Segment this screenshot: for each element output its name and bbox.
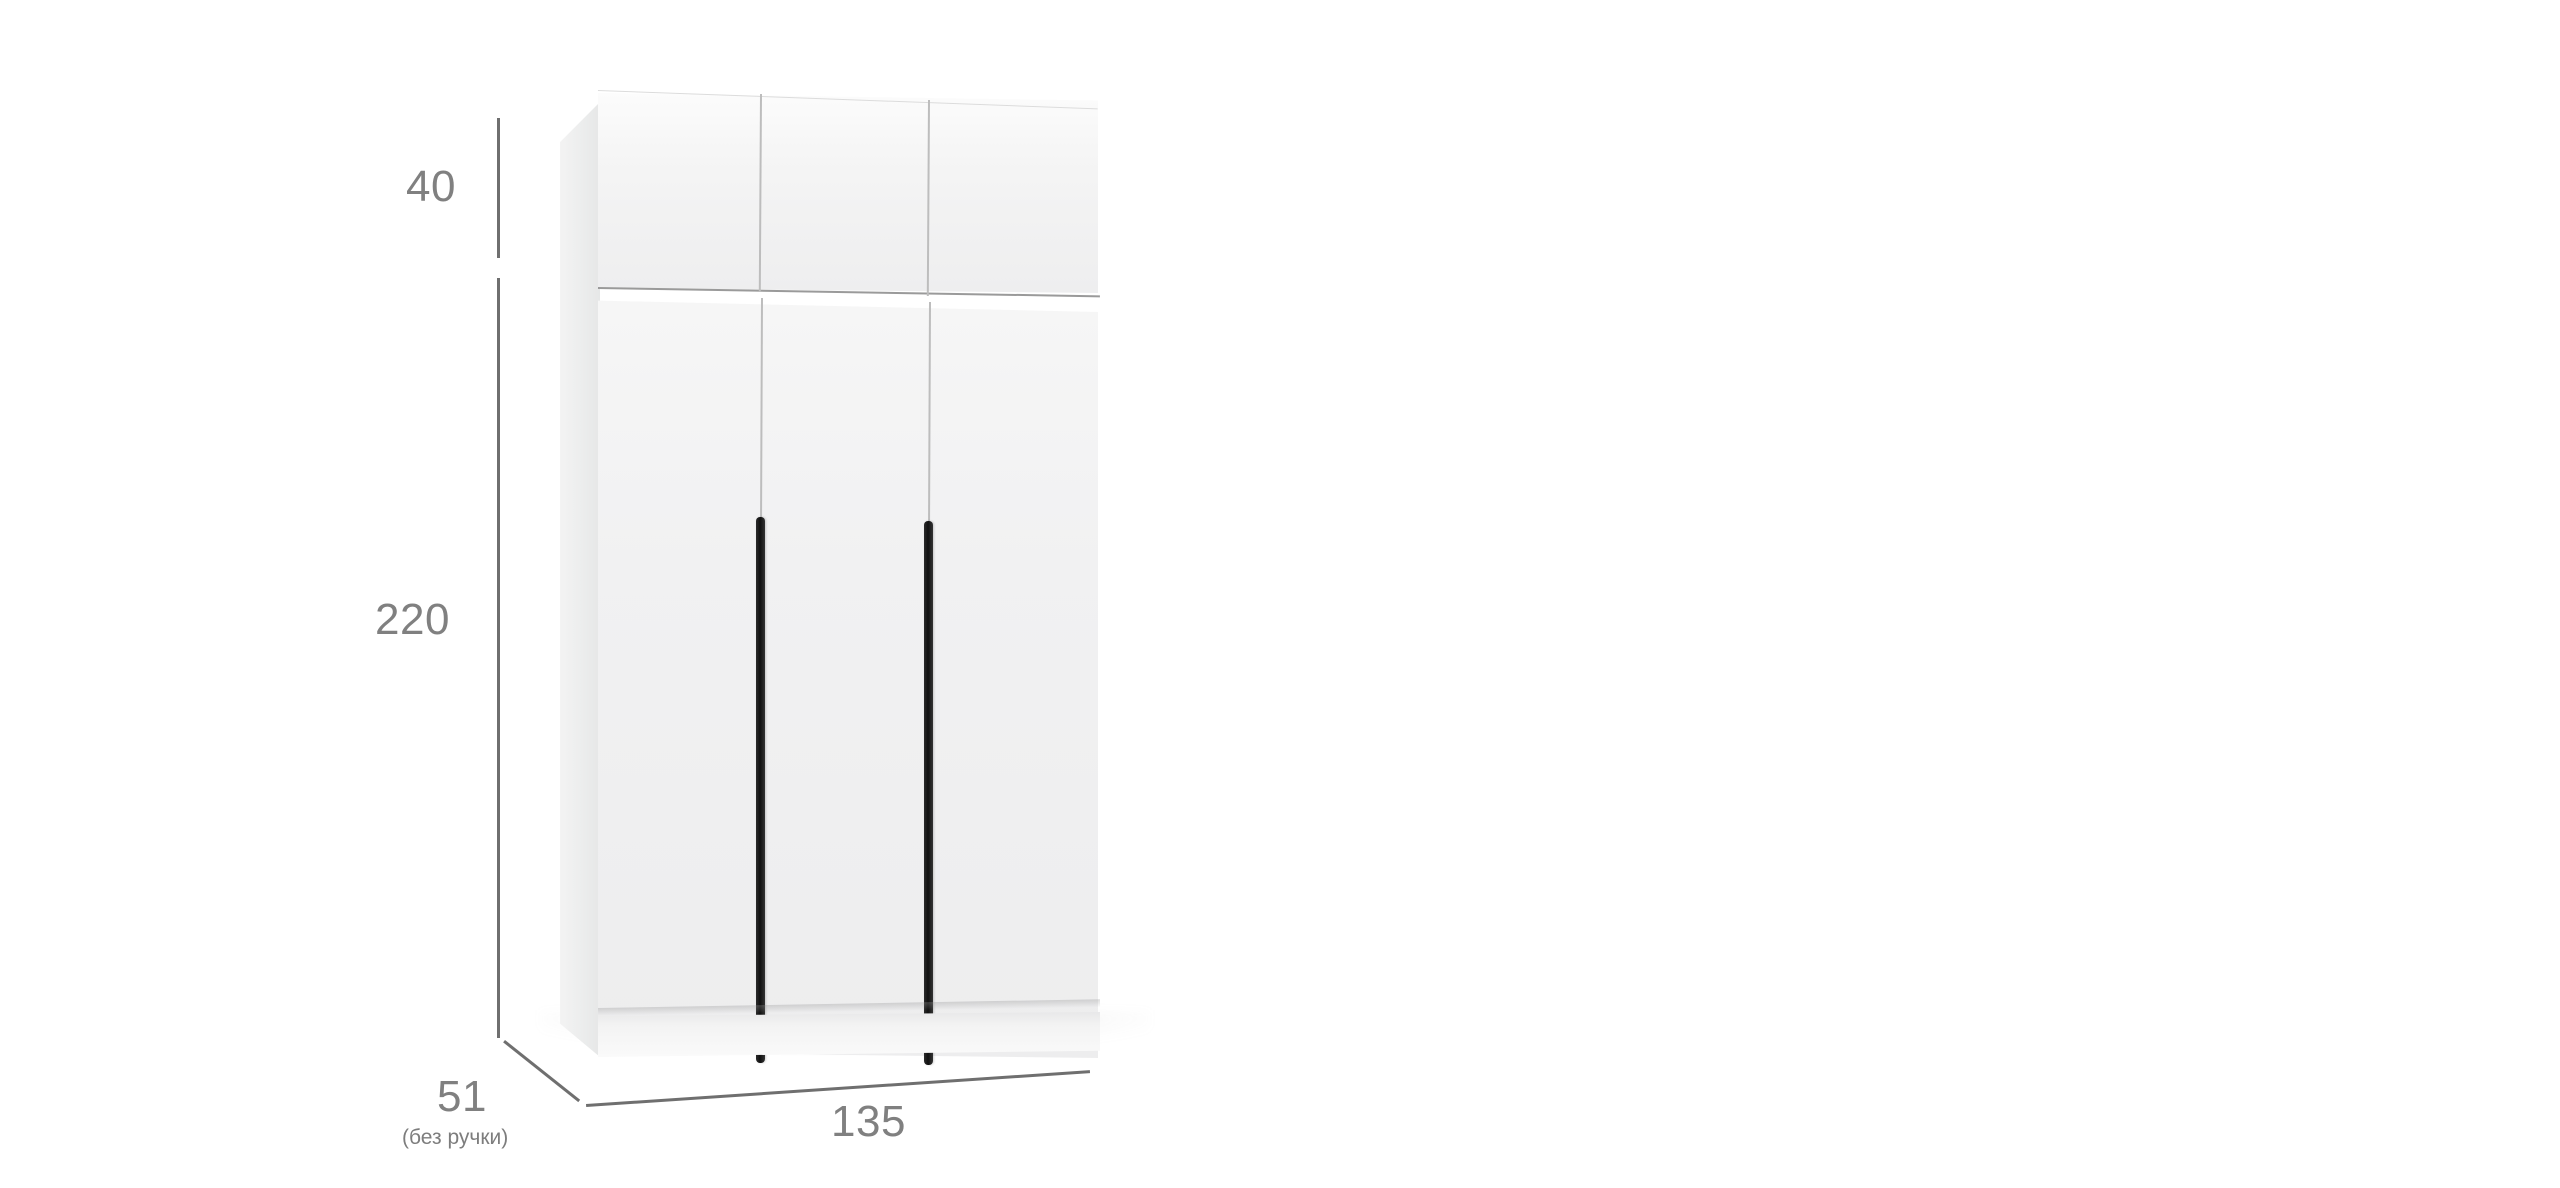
- product-illustration-panel: 40 220 51 (без ручки) 135: [375, 55, 1150, 1149]
- dimension-line-mezzanine: [497, 118, 500, 258]
- dimension-label-mezzanine-height: 40: [406, 162, 456, 211]
- dimension-label-depth: 51: [437, 1072, 487, 1121]
- wardrobe-mezzanine-section: [598, 93, 1098, 293]
- door-handle-right: [924, 521, 933, 1065]
- dimension-label-body-height: 220: [375, 595, 450, 644]
- dimension-label-depth-note: (без ручки): [402, 1126, 509, 1149]
- wardrobe-front-face: [598, 90, 1098, 1058]
- door-handle-left: [756, 517, 765, 1063]
- wardrobe-plinth: [598, 1012, 1100, 1057]
- wardrobe-side-panel: [560, 102, 600, 1057]
- info-panel: Доступен вариант с антресолями Шкаф высо…: [1280, 0, 2560, 1188]
- wardrobe-main-section: [598, 300, 1098, 1058]
- dimension-line-body-height: [497, 278, 500, 1038]
- wardrobe-image: [560, 55, 1120, 1065]
- dimension-label-width: 135: [831, 1097, 906, 1146]
